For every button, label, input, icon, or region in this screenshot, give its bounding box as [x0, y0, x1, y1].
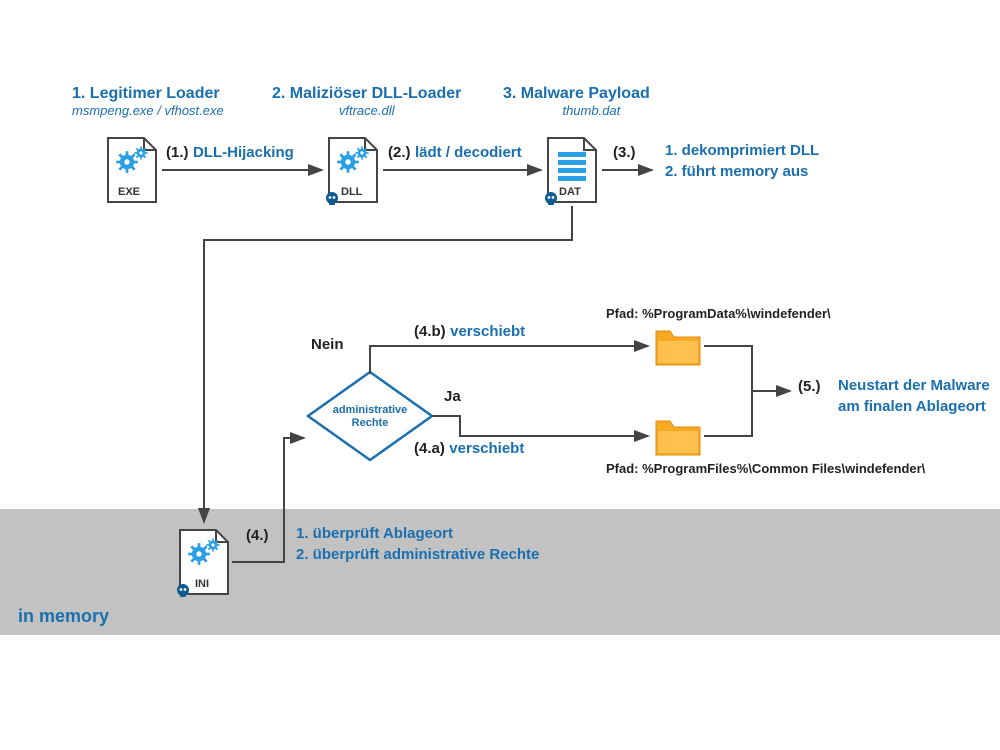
decision-no: Nein — [311, 336, 344, 353]
step3-line2: 2. führt memory aus — [665, 161, 819, 182]
path-ja — [432, 416, 648, 436]
folder-bottom-icon — [656, 421, 700, 455]
header-2-sub: vftrace.dll — [272, 103, 461, 118]
step4-line2: 2. überprüft administrative Rechte — [296, 544, 539, 565]
file-dat-label: DAT — [559, 186, 581, 198]
arrow-1-text: DLL-Hijacking — [193, 144, 294, 161]
step-5-num: (5.) — [798, 378, 821, 395]
step3-line1: 1. dekomprimiert DLL — [665, 140, 819, 161]
diamond-line1: administrative — [324, 404, 416, 417]
step-4a-num: (4.a) — [414, 440, 445, 457]
file-exe-label: EXE — [118, 186, 140, 198]
step5-line1: Neustart der Malware — [838, 375, 990, 396]
step-4b-num: (4.b) — [414, 323, 446, 340]
arrow-4b-text: verschiebt — [450, 323, 525, 340]
header-2-title: 2. Maliziöser DLL-Loader — [272, 85, 461, 103]
step4-line1: 1. überprüft Ablageort — [296, 523, 539, 544]
header-3-sub: thumb.dat — [503, 103, 650, 118]
step5-line2: am finalen Ablageort — [838, 396, 990, 417]
path-nein — [370, 346, 648, 374]
decision-yes: Ja — [444, 388, 461, 405]
path-dat-to-ini — [204, 206, 572, 522]
step-4-num: (4.) — [246, 527, 269, 544]
folder-top-icon — [656, 331, 700, 365]
diamond-line2: Rechte — [324, 417, 416, 430]
arrow-4a-text: verschiebt — [449, 440, 524, 457]
header-1-sub: msmpeng.exe / vfhost.exe — [72, 103, 224, 118]
path-2: Pfad: %ProgramFiles%\Common Files\windef… — [606, 461, 925, 476]
path-1: Pfad: %ProgramData%\windefender\ — [606, 306, 831, 321]
file-dll-label: DLL — [341, 186, 362, 198]
in-memory-label: in memory — [18, 606, 109, 627]
step-2-num: (2.) — [388, 144, 411, 161]
file-ini-label: INI — [195, 578, 209, 590]
step-3-num: (3.) — [613, 144, 636, 161]
step-1-num: (1.) — [166, 144, 189, 161]
header-3-title: 3. Malware Payload — [503, 85, 650, 103]
arrow-2-text: lädt / decodiert — [415, 144, 522, 161]
header-1-title: 1. Legitimer Loader — [72, 85, 224, 103]
